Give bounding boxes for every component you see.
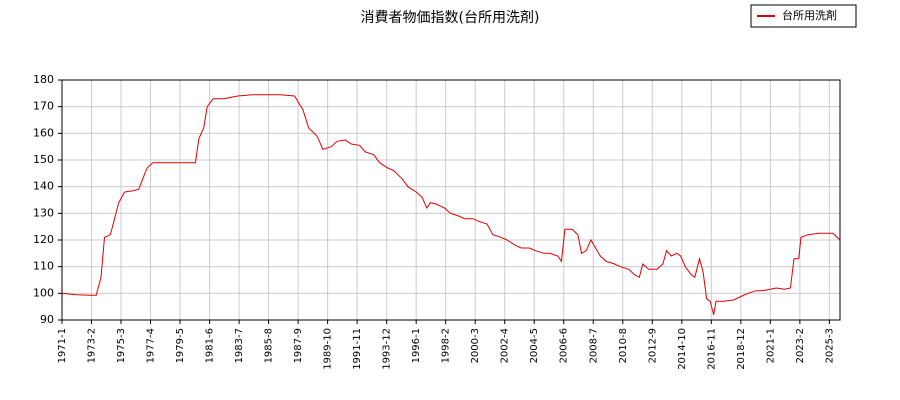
- x-tick-label: 1975-3: [116, 328, 127, 363]
- x-tick-label: 2021-1: [765, 328, 776, 363]
- plot-frame: [61, 79, 841, 321]
- x-tick-label: 2002-4: [500, 328, 511, 363]
- y-tick-label: 130: [33, 206, 54, 219]
- legend-box: [750, 4, 857, 28]
- y-tick-label: 160: [33, 126, 54, 139]
- x-tick-label: 1989-10: [323, 328, 334, 370]
- x-tick-label: 1987-9: [293, 328, 304, 363]
- x-tick-label: 1993-12: [382, 328, 393, 370]
- x-tick-label: 1979-5: [175, 328, 186, 363]
- y-tick-label: 100: [33, 286, 54, 299]
- x-tick-label: 2018-12: [736, 328, 747, 370]
- y-tick-label: 90: [40, 313, 54, 326]
- x-tick-label: 2006-6: [559, 328, 570, 363]
- x-tick-label: 1973-2: [87, 328, 98, 363]
- chart-title: 消費者物価指数(台所用洗剤): [361, 10, 540, 26]
- legend: 台所用洗剤: [750, 4, 857, 28]
- x-tick-label: 2023-2: [795, 328, 806, 363]
- y-tick-label: 140: [33, 180, 54, 193]
- x-tick-label: 1983-7: [234, 328, 245, 363]
- x-tick-label: 1971-1: [57, 328, 68, 363]
- y-tick-label: 120: [33, 233, 54, 246]
- x-tick-label: 2014-10: [677, 328, 688, 370]
- y-tick-label: 170: [33, 100, 54, 113]
- x-tick-label: 1991-11: [352, 328, 363, 370]
- x-tick-label: 2016-11: [706, 328, 717, 370]
- x-tick-label: 1996-1: [411, 328, 422, 363]
- x-tick-label: 2008-7: [588, 328, 599, 363]
- x-tick-label: 2025-3: [824, 328, 835, 363]
- x-tick-label: 2010-8: [618, 328, 629, 363]
- y-tick-label: 110: [33, 260, 54, 273]
- x-tick-label: 2012-9: [647, 328, 658, 363]
- y-tick-label: 180: [33, 73, 54, 86]
- x-tick-label: 1985-8: [264, 328, 275, 363]
- x-tick-label: 2004-5: [529, 328, 540, 363]
- legend-label: 台所用洗剤: [782, 8, 837, 22]
- x-tick-label: 1998-2: [441, 328, 452, 363]
- line-series: [61, 94, 841, 315]
- x-tick-label: 1977-4: [146, 328, 157, 363]
- x-tick-label: 2000-3: [470, 328, 481, 363]
- x-tick-label: 1981-6: [205, 328, 216, 363]
- y-tick-label: 150: [33, 153, 54, 166]
